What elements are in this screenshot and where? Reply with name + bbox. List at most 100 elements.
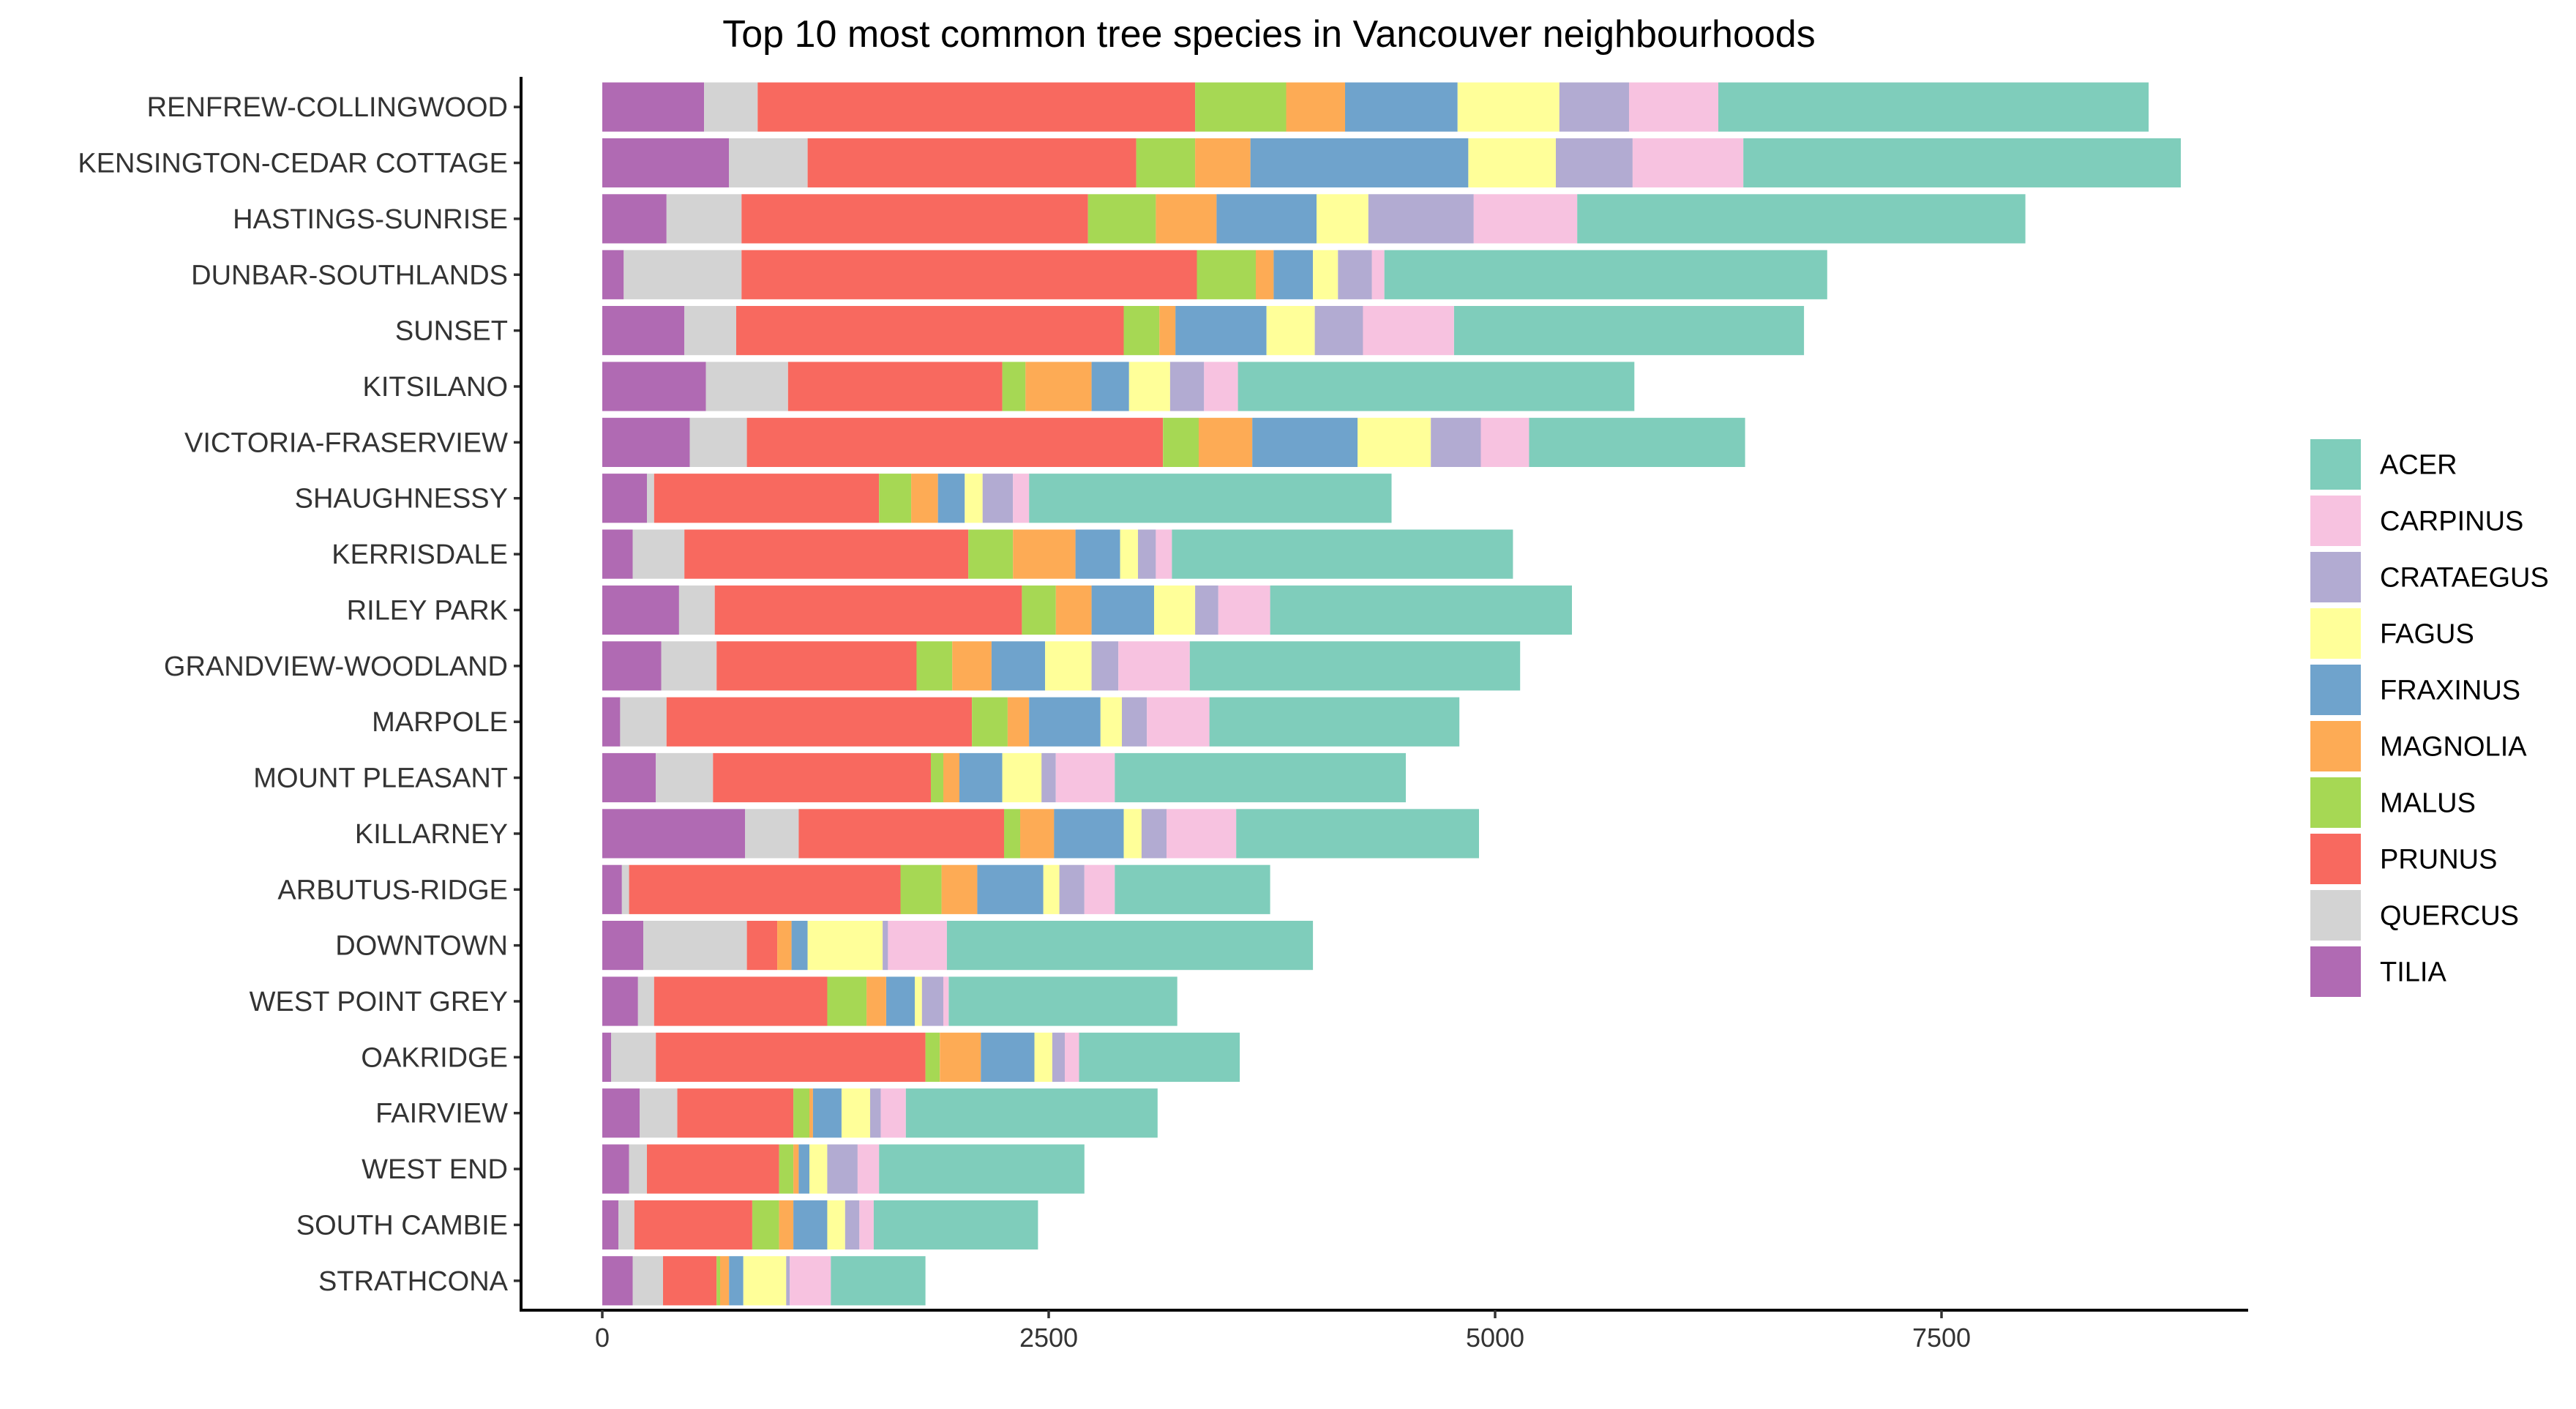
- bar-kitsilano-tilia: [602, 362, 706, 411]
- bar-kerrisdale-carpinus: [1156, 529, 1172, 579]
- y-tick-label: RILEY PARK: [347, 595, 508, 626]
- bar-arbutus-ridge-fagus: [1043, 864, 1060, 914]
- bar-sunset-carpinus: [1363, 306, 1454, 356]
- bar-sunset-quercus: [684, 306, 736, 356]
- bar-west-end-tilia: [602, 1144, 629, 1194]
- legend-label: CARPINUS: [2380, 507, 2523, 537]
- legend-label: CRATAEGUS: [2380, 563, 2549, 594]
- bar-group-kitsilano: [602, 362, 1635, 411]
- bar-oakridge-magnolia: [940, 1032, 981, 1082]
- bar-grandview-woodland-prunus: [716, 641, 917, 691]
- legend-label: MALUS: [2380, 788, 2476, 819]
- y-tick-label: ARBUTUS-RIDGE: [277, 875, 508, 905]
- legend-label: FRAXINUS: [2380, 676, 2520, 706]
- legend-swatch: [2310, 946, 2361, 997]
- bar-killarney-tilia: [602, 809, 746, 859]
- bar-kensington-cedar-cottage-fraxinus: [1250, 138, 1469, 188]
- bar-dunbar-southlands-crataegus: [1338, 250, 1372, 299]
- legend-item-quercus: QUERCUS: [2310, 890, 2519, 941]
- bar-mount-pleasant-crataegus: [1041, 752, 1056, 803]
- bar-west-point-grey-tilia: [602, 976, 638, 1026]
- bar-arbutus-ridge-tilia: [602, 864, 622, 914]
- bar-grandview-woodland-crataegus: [1091, 641, 1119, 691]
- y-tick-label: KENSINGTON-CEDAR COTTAGE: [78, 149, 508, 179]
- bar-strathcona-malus: [716, 1256, 721, 1306]
- bar-arbutus-ridge-quercus: [621, 864, 629, 914]
- bar-arbutus-ridge-carpinus: [1084, 864, 1115, 914]
- bar-west-point-grey-prunus: [654, 976, 828, 1026]
- legend-label: MAGNOLIA: [2380, 732, 2527, 763]
- bar-kensington-cedar-cottage-malus: [1136, 138, 1196, 188]
- bar-oakridge-acer: [1079, 1032, 1240, 1082]
- bar-kensington-cedar-cottage-tilia: [602, 138, 730, 188]
- bar-riley-park-acer: [1270, 585, 1572, 635]
- bar-south-cambie-prunus: [634, 1200, 752, 1250]
- bar-downtown-quercus: [643, 921, 747, 971]
- legend-label: ACER: [2380, 450, 2457, 481]
- bar-group-victoria-fraserview: [602, 417, 1745, 467]
- bar-arbutus-ridge-crataegus: [1059, 864, 1085, 914]
- bar-killarney-quercus: [745, 809, 799, 859]
- bar-riley-park-fraxinus: [1091, 585, 1154, 635]
- bar-fairview-quercus: [640, 1088, 678, 1138]
- bar-shaughnessy-prunus: [654, 474, 880, 523]
- bar-oakridge-tilia: [602, 1032, 612, 1082]
- bar-kitsilano-quercus: [705, 362, 788, 411]
- bars-layer: [602, 82, 2181, 1306]
- bar-arbutus-ridge-magnolia: [941, 864, 978, 914]
- legend-item-malus: MALUS: [2310, 777, 2476, 828]
- bar-west-end-acer: [879, 1144, 1085, 1194]
- bar-group-shaughnessy: [602, 474, 1392, 523]
- bar-strathcona-carpinus: [790, 1256, 831, 1306]
- bar-west-end-quercus: [629, 1144, 647, 1194]
- bar-riley-park-quercus: [678, 585, 715, 635]
- bar-riley-park-carpinus: [1218, 585, 1270, 635]
- bar-oakridge-fraxinus: [981, 1032, 1035, 1082]
- bar-west-point-grey-quercus: [637, 976, 654, 1026]
- bar-hastings-sunrise-tilia: [602, 194, 667, 244]
- bar-south-cambie-malus: [752, 1200, 779, 1250]
- bar-killarney-malus: [1004, 809, 1020, 859]
- bar-killarney-carpinus: [1167, 809, 1237, 859]
- bar-west-point-grey-malus: [827, 976, 867, 1026]
- bar-killarney-prunus: [798, 809, 1004, 859]
- bar-marpole-carpinus: [1147, 697, 1210, 747]
- bar-killarney-acer: [1236, 809, 1479, 859]
- bar-mount-pleasant-fraxinus: [959, 752, 1003, 803]
- bar-west-point-grey-crataegus: [921, 976, 944, 1026]
- bar-group-grandview-woodland: [602, 641, 1521, 691]
- bar-mount-pleasant-fagus: [1002, 752, 1042, 803]
- bar-group-killarney: [602, 809, 1479, 859]
- bar-grandview-woodland-malus: [916, 641, 953, 691]
- y-tick-label: DUNBAR-SOUTHLANDS: [191, 260, 508, 291]
- legend-swatch: [2310, 665, 2361, 715]
- bar-sunset-malus: [1123, 306, 1160, 356]
- y-tick-label: OAKRIDGE: [361, 1042, 508, 1073]
- bar-west-point-grey-fagus: [915, 976, 922, 1026]
- bar-group-south-cambie: [602, 1200, 1038, 1250]
- legend-swatch: [2310, 496, 2361, 546]
- bar-strathcona-fagus: [743, 1256, 787, 1306]
- bar-strathcona-quercus: [632, 1256, 663, 1306]
- bar-grandview-woodland-carpinus: [1118, 641, 1190, 691]
- axes-layer: RENFREW-COLLINGWOOD KENSINGTON-CEDAR COTT…: [78, 77, 2248, 1353]
- bar-dunbar-southlands-tilia: [602, 250, 624, 299]
- bar-marpole-tilia: [602, 697, 621, 747]
- bar-dunbar-southlands-carpinus: [1371, 250, 1385, 299]
- bar-group-mount-pleasant: [602, 752, 1406, 803]
- bar-west-end-crataegus: [827, 1144, 858, 1194]
- bar-marpole-quercus: [620, 697, 667, 747]
- bar-strathcona-magnolia: [720, 1256, 730, 1306]
- bar-grandview-woodland-fraxinus: [991, 641, 1046, 691]
- bar-downtown-acer: [946, 921, 1314, 971]
- bar-downtown-tilia: [602, 921, 644, 971]
- bar-sunset-tilia: [602, 306, 685, 356]
- bar-group-oakridge: [602, 1032, 1240, 1082]
- legend-swatch: [2310, 552, 2361, 602]
- x-tick-label: 5000: [1466, 1323, 1524, 1353]
- bar-victoria-fraserview-quercus: [689, 417, 747, 467]
- bar-marpole-prunus: [666, 697, 972, 747]
- y-tick-label: SHAUGHNESSY: [295, 484, 508, 515]
- bar-victoria-fraserview-magnolia: [1199, 417, 1253, 467]
